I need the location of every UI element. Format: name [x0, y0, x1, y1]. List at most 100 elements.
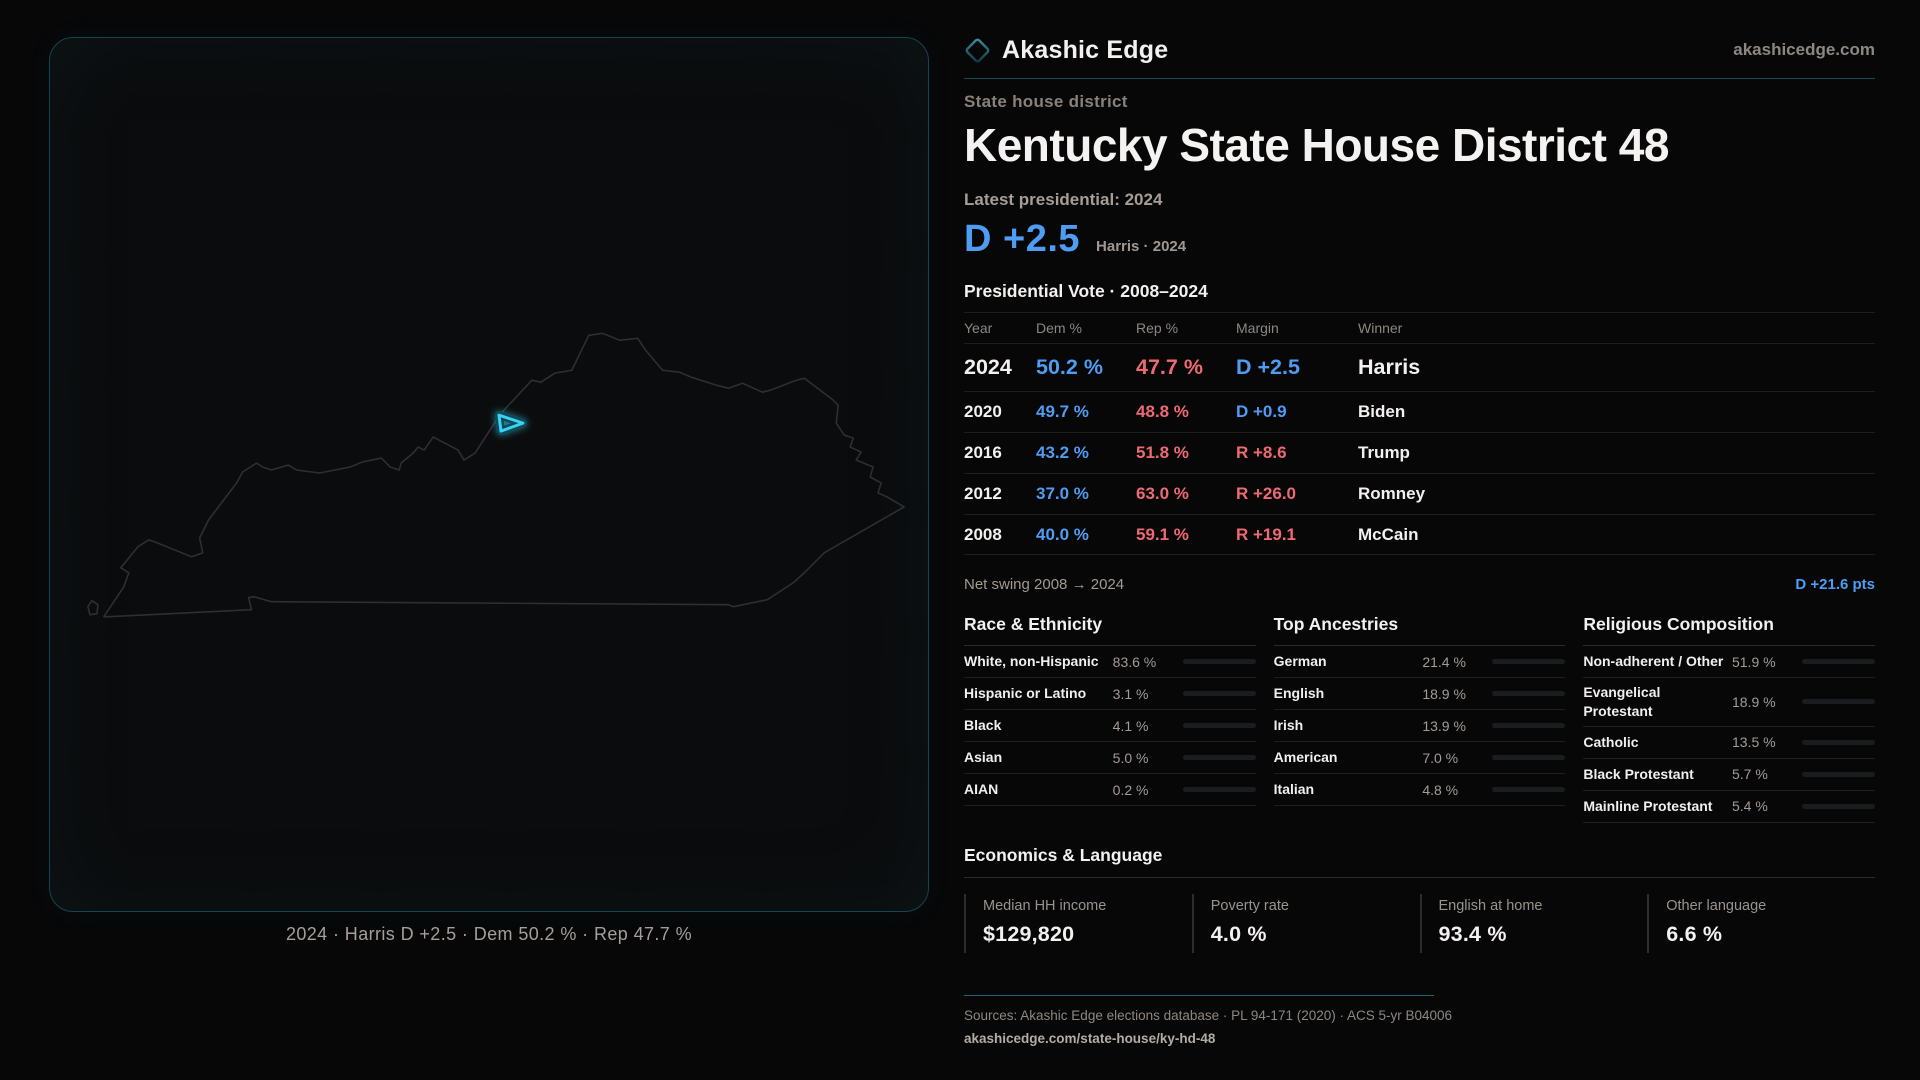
headline-margin-context: Harris · 2024 — [1096, 238, 1187, 255]
list-item: Black Protestant 5.7 % — [1583, 759, 1875, 791]
margin-cell: R +26.0 — [1236, 484, 1297, 503]
demo-value: 13.5 % — [1731, 734, 1776, 751]
mini-bar — [1492, 787, 1566, 792]
table-row[interactable]: 2016 43.2 % 51.8 % R +8.6 Trump — [964, 432, 1875, 473]
kentucky-west-exclave — [87, 599, 99, 616]
mini-bar — [1182, 787, 1256, 792]
district-summary-panel: Akashic Edge akashicedge.com State house… — [964, 30, 1875, 1046]
demo-label: Non-adherent / Other — [1583, 653, 1724, 670]
section-title: Religious Composition — [1583, 606, 1875, 646]
demo-value: 51.9 % — [1731, 653, 1776, 670]
demo-label: Black Protestant — [1583, 765, 1694, 782]
year-cell: 2008 — [964, 524, 1002, 544]
header-divider — [964, 78, 1875, 79]
rep-cell: 47.7 % — [1136, 355, 1203, 379]
table-row[interactable]: 2008 40.0 % 59.1 % R +19.1 McCain — [964, 514, 1875, 555]
list-item: English 18.9 % — [1273, 678, 1566, 710]
mini-bar — [1182, 723, 1256, 728]
list-item: Italian 4.8 % — [1273, 774, 1566, 806]
mini-bar — [1492, 659, 1566, 664]
stat-card-english: English at home 93.4 % — [1419, 893, 1648, 953]
demo-value: 5.7 % — [1731, 766, 1768, 783]
dem-cell: 37.0 % — [1036, 484, 1089, 503]
table-row[interactable]: 2012 37.0 % 63.0 % R +26.0 Romney — [964, 473, 1875, 514]
winner-cell: Romney — [1358, 484, 1426, 503]
winner-cell: Trump — [1358, 443, 1410, 462]
demo-value: 18.9 % — [1731, 693, 1776, 710]
margin-cell: R +8.6 — [1236, 443, 1287, 462]
demo-value: 7.0 % — [1422, 749, 1459, 766]
map-caption: 2024 · Harris D +2.5 · Dem 50.2 % · Rep … — [285, 924, 693, 944]
mini-bar — [1801, 771, 1875, 777]
list-item: Mainline Protestant 5.4 % — [1583, 791, 1875, 823]
demo-value: 4.1 % — [1112, 717, 1149, 734]
brand[interactable]: Akashic Edge — [964, 36, 1168, 65]
demo-value: 5.4 % — [1731, 798, 1768, 815]
rep-cell: 51.8 % — [1136, 443, 1189, 462]
demo-value: 18.9 % — [1422, 685, 1466, 702]
table-row[interactable]: 2020 49.7 % 48.8 % D +0.9 Biden — [964, 391, 1875, 432]
winner-cell: Biden — [1358, 402, 1406, 421]
demo-label: German — [1273, 653, 1327, 670]
year-cell: 2024 — [964, 355, 1012, 379]
page-title: Kentucky State House District 48 — [964, 119, 1669, 171]
net-swing-row: Net swing 2008 → 2024 D +21.6 pts — [964, 576, 1875, 593]
kentucky-map — [87, 332, 905, 618]
demo-label: AIAN — [964, 781, 999, 798]
year-cell: 2020 — [964, 402, 1002, 421]
economics-stats: Median HH income $129,820 Poverty rate 4… — [964, 893, 1875, 953]
margin-cell: D +0.9 — [1236, 402, 1287, 421]
rep-cell: 48.8 % — [1136, 402, 1189, 421]
col-header-winner: Winner — [1358, 320, 1403, 336]
demo-value: 4.8 % — [1422, 781, 1459, 798]
table-row[interactable]: 2024 50.2 % 47.7 % D +2.5 Harris — [964, 343, 1875, 391]
footer-divider — [964, 994, 1434, 996]
mini-bar — [1182, 691, 1256, 696]
winner-cell: McCain — [1358, 524, 1419, 544]
col-header-margin: Margin — [1236, 320, 1279, 336]
stat-card-other-language: Other language 6.6 % — [1647, 893, 1875, 953]
mini-bar — [1182, 659, 1256, 664]
kentucky-outline — [103, 332, 905, 618]
district-type-label: State house district — [964, 92, 1128, 111]
page-footer: Sources: Akashic Edge elections database… — [964, 994, 1875, 1046]
headline-margin-value: D +2.5 — [964, 218, 1081, 260]
sources-text: Sources: Akashic Edge elections database… — [964, 1007, 1453, 1023]
section-title: Race & Ethnicity — [964, 606, 1256, 646]
list-item: German 21.4 % — [1273, 646, 1566, 678]
race-ethnicity-column: Race & Ethnicity White, non-Hispanic 83.… — [964, 606, 1256, 823]
vote-table-title: Presidential Vote · 2008–2024 — [964, 281, 1208, 301]
vote-table-header: Year Dem % Rep % Margin Winner — [964, 312, 1875, 343]
district-48-shape[interactable] — [494, 411, 527, 436]
demo-value: 13.9 % — [1422, 717, 1466, 734]
demo-label: Asian — [964, 749, 1003, 766]
permalink[interactable]: akashicedge.com/state-house/ky-hd-48 — [964, 1030, 1216, 1046]
demo-value: 83.6 % — [1112, 653, 1157, 670]
mini-bar — [1801, 659, 1875, 664]
list-item: American 7.0 % — [1273, 742, 1566, 774]
year-cell: 2012 — [964, 484, 1002, 503]
demo-value: 0.2 % — [1112, 781, 1149, 798]
mini-bar — [1492, 755, 1566, 760]
brand-domain-link[interactable]: akashicedge.com — [1733, 40, 1875, 59]
section-title: Top Ancestries — [1273, 606, 1566, 646]
mini-bar — [1492, 691, 1566, 696]
demo-value: 3.1 % — [1112, 685, 1149, 702]
stat-value: 93.4 % — [1438, 921, 1507, 946]
mini-bar — [1801, 699, 1875, 705]
demo-label: Italian — [1273, 781, 1315, 798]
demo-label: Irish — [1273, 717, 1304, 734]
rep-cell: 59.1 % — [1136, 524, 1189, 544]
demo-label: American — [1273, 749, 1338, 766]
district-map-panel — [49, 37, 929, 912]
net-swing-label: Net swing 2008 → 2024 — [964, 576, 1125, 593]
demo-label: White, non-Hispanic — [964, 653, 1099, 670]
stat-card-median-income: Median HH income $129,820 — [964, 893, 1192, 953]
rep-cell: 63.0 % — [1136, 484, 1189, 503]
stat-label: Poverty rate — [1210, 897, 1289, 914]
stat-value: 4.0 % — [1210, 921, 1267, 946]
winner-cell: Harris — [1358, 355, 1421, 379]
demographics-section: Race & Ethnicity White, non-Hispanic 83.… — [964, 606, 1875, 823]
demo-value: 5.0 % — [1112, 749, 1149, 766]
col-header-dem: Dem % — [1036, 320, 1082, 336]
